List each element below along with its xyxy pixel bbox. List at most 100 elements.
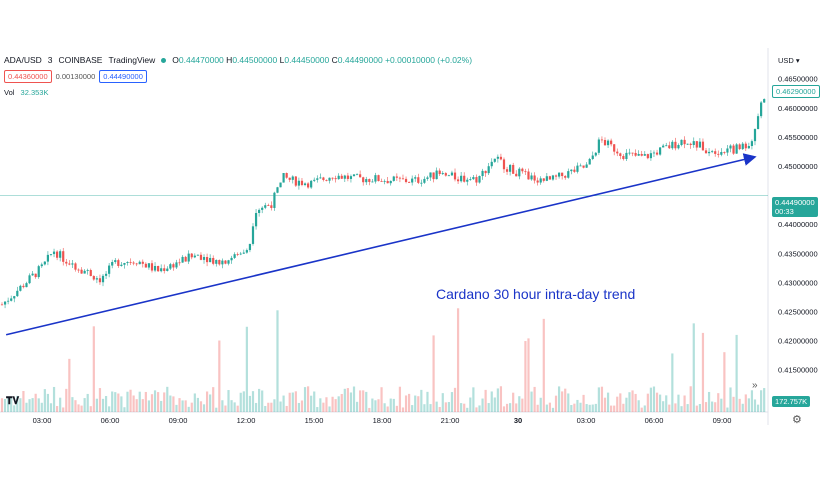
- volume-bar: [658, 394, 662, 412]
- volume-bar: [616, 396, 619, 412]
- volume-bar: [43, 389, 46, 412]
- candle-body: [68, 263, 71, 265]
- candle-body: [89, 270, 92, 277]
- volume-bar: [701, 332, 705, 412]
- volume-bar: [10, 397, 13, 412]
- candle-body: [689, 143, 692, 146]
- volume-bar: [478, 405, 481, 412]
- candle-body: [625, 152, 628, 160]
- volume-bar: [340, 393, 343, 412]
- source-label: TradingView: [108, 55, 156, 65]
- volume-bar: [640, 407, 643, 412]
- volume-bar: [245, 326, 248, 412]
- candle-body: [303, 183, 307, 185]
- candle-body: [662, 145, 665, 148]
- candle-body: [567, 171, 570, 178]
- volume-bar: [291, 392, 294, 412]
- tradingview-logo-icon[interactable]: 𝐓𝐕: [6, 396, 20, 407]
- candle-body: [25, 283, 28, 288]
- candle-body: [634, 152, 637, 156]
- volume-bar: [533, 386, 536, 412]
- volume-bar: [178, 398, 181, 412]
- trend-annotation: Cardano 30 hour intra-day trend: [436, 286, 636, 302]
- candle-body: [435, 170, 438, 180]
- volume-bar: [251, 391, 255, 412]
- candle-body: [753, 129, 757, 142]
- candle-body: [417, 177, 420, 183]
- volume-bar: [588, 404, 591, 412]
- volume-bar: [493, 397, 496, 412]
- candle-body: [153, 266, 157, 271]
- candle-body: [22, 285, 25, 288]
- volume-bar: [741, 403, 744, 412]
- volume-bar: [371, 398, 374, 412]
- candle-body: [316, 178, 319, 180]
- volume-bar: [649, 387, 653, 412]
- candle-body: [59, 251, 62, 258]
- volume-bar: [401, 407, 405, 412]
- volume-bar: [677, 394, 680, 412]
- volume-bar: [310, 395, 313, 412]
- candle-body: [564, 176, 567, 178]
- candle-body: [212, 257, 215, 264]
- volume-bar: [184, 400, 187, 412]
- candle-body: [395, 176, 398, 178]
- candle-body: [86, 270, 89, 271]
- buy-price-button[interactable]: 0.44490000: [99, 70, 147, 83]
- candle-body: [646, 154, 649, 159]
- x-tick-label-1: 06:00: [101, 416, 120, 425]
- candle-body: [282, 173, 285, 183]
- candle-body: [741, 143, 744, 150]
- candle-body: [551, 175, 555, 180]
- candle-body: [104, 273, 108, 276]
- volume-bar: [463, 403, 466, 412]
- candle-body: [334, 178, 337, 180]
- volume-bar: [426, 391, 429, 412]
- volume-bar: [334, 399, 337, 412]
- candle-body: [389, 180, 392, 184]
- volume-bar: [386, 406, 389, 412]
- candle-body: [478, 176, 481, 183]
- candle-body: [756, 116, 760, 130]
- candle-body: [643, 154, 646, 156]
- candle-body: [337, 175, 340, 180]
- currency-selector[interactable]: USD ▾: [778, 56, 800, 65]
- volume-bar: [264, 405, 267, 412]
- volume-bar: [726, 407, 729, 412]
- volume-tag: 172.757K: [772, 396, 811, 407]
- volume-bar: [408, 393, 411, 412]
- volume-bar: [25, 402, 28, 412]
- candle-body: [123, 263, 126, 265]
- current-price-tag: 0.44490000 00:33: [772, 197, 818, 217]
- volume-bar: [325, 397, 328, 412]
- candle-body: [481, 170, 484, 177]
- volume-bar: [19, 398, 22, 412]
- volume-bar: [294, 391, 297, 412]
- volume-bar: [92, 326, 95, 412]
- volume-bar: [505, 403, 509, 412]
- sell-price-button[interactable]: 0.44360000: [4, 70, 52, 83]
- candle-body: [245, 250, 248, 253]
- candle-body: [95, 278, 98, 280]
- gear-icon[interactable]: ⚙: [792, 414, 802, 426]
- candle-body: [169, 264, 172, 269]
- ohlc-readout: O0.44470000 H0.44500000 L0.44450000 C0.4…: [172, 55, 473, 65]
- volume-bar: [735, 334, 738, 412]
- volume-bar: [22, 390, 25, 412]
- symbol-label[interactable]: ADA/USD: [4, 55, 42, 65]
- currency-label[interactable]: USD: [778, 56, 794, 65]
- candle-body: [184, 256, 187, 262]
- volume-bar: [7, 397, 10, 412]
- volume-bar: [502, 406, 506, 412]
- double-chevron-right-icon[interactable]: »: [752, 380, 758, 391]
- volume-bar: [484, 389, 487, 412]
- volume-bar: [389, 398, 392, 412]
- interval-label[interactable]: 3: [47, 55, 53, 65]
- volume-bar: [205, 391, 209, 412]
- volume-bar: [181, 400, 184, 412]
- candle-body: [750, 141, 754, 147]
- candle-body: [236, 254, 239, 255]
- volume-bar: [613, 405, 616, 412]
- candle-body: [472, 177, 475, 180]
